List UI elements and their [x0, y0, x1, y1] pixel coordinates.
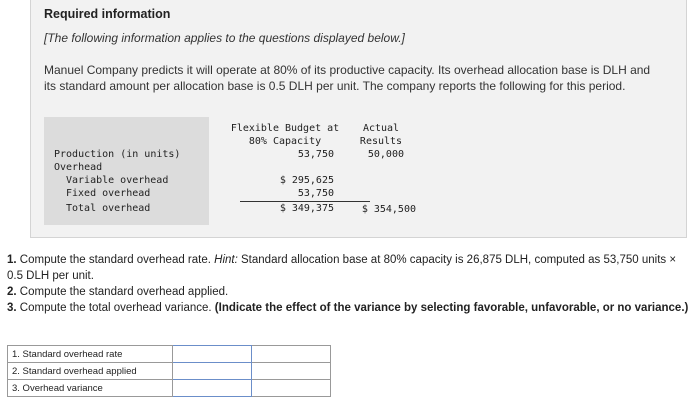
standard-overhead-applied-input[interactable] [172, 362, 252, 380]
cell-production-actual: 50,000 [367, 149, 404, 160]
question-1: 1. Compute the standard overhead rate. H… [7, 252, 695, 284]
answer-row-label: 1. Standard overhead rate [7, 345, 173, 363]
row-label-fixed-overhead: Fixed overhead [66, 188, 151, 199]
question-2: 2. Compute the standard overhead applied… [7, 284, 695, 300]
cell-fixed-flex: 53,750 [297, 188, 334, 199]
cell-total-actual: $ 354,500 [361, 204, 416, 215]
row-label-total-overhead: Total overhead [66, 203, 151, 214]
question-1-number: 1. [7, 254, 17, 266]
table-label-column [44, 117, 209, 225]
standard-overhead-rate-input[interactable] [172, 345, 252, 363]
standard-overhead-applied-result [251, 362, 331, 380]
row-label-variable-overhead: Variable overhead [66, 175, 169, 186]
questions-block: 1. Compute the standard overhead rate. H… [7, 252, 695, 316]
row-label-production: Production (in units) [54, 149, 181, 160]
header-flexible-line1: Flexible Budget at [230, 123, 340, 134]
cell-total-flex: $ 349,375 [279, 203, 334, 214]
answer-row: 1. Standard overhead rate [7, 345, 331, 363]
question-3-number: 3. [7, 302, 17, 314]
required-information-panel: Required information [The following info… [30, 0, 687, 238]
cell-variable-flex: $ 295,625 [279, 175, 334, 186]
answer-table: 1. Standard overhead rate 2. Standard ov… [7, 345, 331, 397]
overhead-variance-effect-select[interactable] [251, 379, 331, 397]
standard-overhead-rate-result [251, 345, 331, 363]
question-3: 3. Compute the total overhead variance. … [7, 300, 695, 316]
cell-production-flex: 53,750 [297, 149, 334, 160]
header-flexible-line2: 80% Capacity [248, 136, 322, 147]
question-2-text: Compute the standard overhead applied. [19, 286, 229, 298]
question-1-hint-label: Hint: [214, 254, 238, 266]
question-2-number: 2. [7, 286, 17, 298]
section-heading: Required information [44, 7, 171, 21]
question-3-text: Compute the total overhead variance. [19, 302, 212, 314]
header-actual-line2: Results [359, 136, 403, 147]
question-1-text: Compute the standard overhead rate. [19, 254, 211, 266]
subtotal-rule [240, 201, 370, 202]
header-actual-line1: Actual [362, 123, 400, 134]
answer-row: 3. Overhead variance [7, 379, 331, 397]
problem-description: Manuel Company predicts it will operate … [44, 63, 651, 93]
overhead-variance-input[interactable] [172, 379, 252, 397]
row-label-overhead: Overhead [54, 162, 103, 173]
budget-data-table: Flexible Budget at 80% Capacity Actual R… [44, 117, 416, 225]
answer-row: 2. Standard overhead applied [7, 362, 331, 380]
info-note: [The following information applies to th… [44, 31, 405, 45]
question-1-hint: Standard allocation base at 80% capacity… [7, 254, 677, 282]
answer-row-label: 3. Overhead variance [7, 379, 173, 397]
question-3-instruction: (Indicate the effect of the variance by … [214, 302, 689, 314]
answer-row-label: 2. Standard overhead applied [7, 362, 173, 380]
